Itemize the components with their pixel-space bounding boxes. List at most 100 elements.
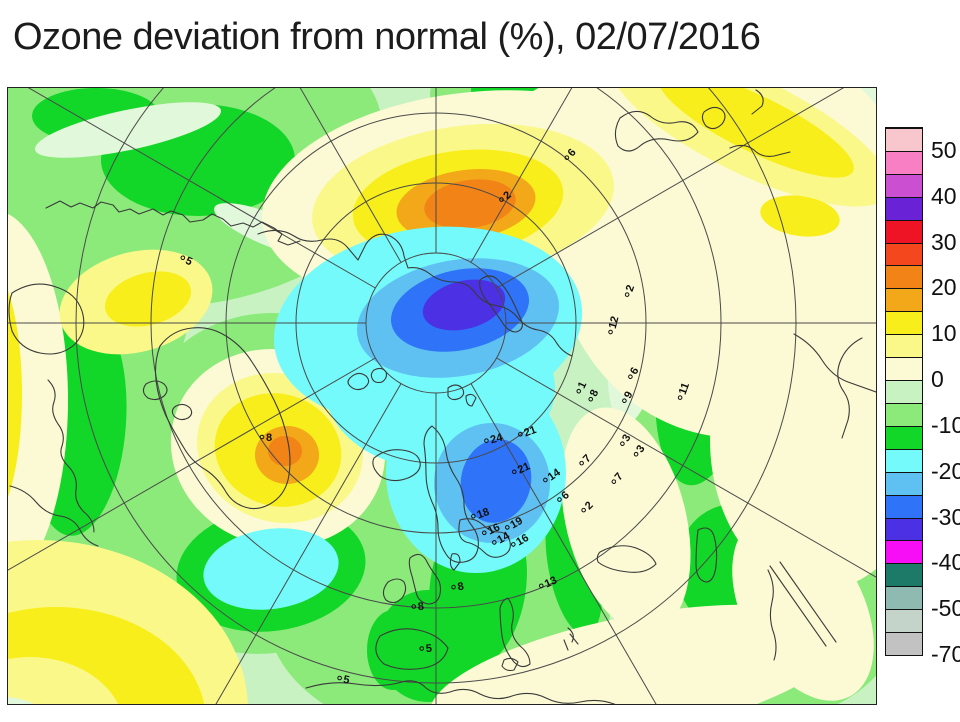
- station-dot-icon: [628, 374, 633, 379]
- station-value-label: 12: [607, 315, 622, 335]
- station-value-text: 9: [622, 389, 635, 400]
- station-dot-icon: [557, 497, 562, 502]
- station-dot-icon: [633, 451, 639, 457]
- station-value-label: 5: [337, 674, 350, 687]
- coastline: [447, 384, 465, 401]
- station-value-text: 16: [486, 521, 502, 537]
- contour-region-orange: [424, 179, 516, 229]
- coastline: [45, 200, 301, 246]
- station-value-label: 1: [576, 380, 589, 394]
- station-value-text: 5: [342, 674, 350, 687]
- coastline: [458, 518, 511, 558]
- station-dot-icon: [337, 675, 342, 681]
- station-value-text: 24: [489, 431, 505, 446]
- station-value-text: 1: [576, 380, 589, 391]
- station-value-text: 19: [508, 515, 525, 532]
- coastline: [423, 425, 479, 563]
- coastline: [596, 545, 657, 573]
- legend-color-box: [886, 425, 922, 449]
- station-value-text: 2: [624, 283, 637, 293]
- coastline: [837, 337, 863, 439]
- coastline: [305, 680, 616, 704]
- station-dot-icon: [543, 477, 548, 483]
- legend-color-box: [886, 242, 922, 266]
- coastline: [257, 229, 573, 357]
- station-value-text: 21: [516, 460, 532, 476]
- legend-color-box: [886, 494, 922, 518]
- station-dot-icon: [511, 469, 517, 475]
- station-value-label: 16: [511, 532, 531, 548]
- coastline: [793, 333, 876, 393]
- coastline: [614, 110, 699, 152]
- station-dot-icon: [677, 395, 683, 400]
- station-value-text: 8: [266, 432, 272, 444]
- station-dot-icon: [505, 525, 510, 530]
- meridian-line: [470, 88, 573, 263]
- contour-region-mint: [34, 102, 222, 158]
- station-dot-icon: [622, 398, 627, 403]
- station-dot-icon: [419, 646, 425, 651]
- meridian-line: [470, 383, 657, 704]
- station-value-label: 9: [622, 389, 636, 403]
- station-dot-icon: [576, 388, 582, 394]
- legend-tick-label: 40: [931, 182, 957, 209]
- station-value-label: 11: [677, 381, 692, 400]
- coastline: [47, 379, 95, 533]
- meridian-line: [8, 357, 376, 571]
- contour-region-green: [367, 610, 419, 690]
- station-value-text: 3: [620, 432, 633, 443]
- coastline: [501, 657, 519, 672]
- station-value-text: 21: [522, 424, 538, 439]
- station-value-label: 21: [511, 460, 532, 476]
- station-value-text: 5: [183, 255, 194, 268]
- station-value-text: 8: [588, 388, 601, 399]
- coastline: [142, 380, 168, 401]
- coastline: [9, 485, 99, 547]
- legend-tick-label: -70: [931, 641, 960, 667]
- map-frame: 24 21 21 18 16 19 14 16 14 6 7 7 2 3 13 8 5 12 2 8 1 6 9 11 3 8 6 2…: [7, 87, 877, 705]
- legend-tick-label: 50: [931, 136, 957, 163]
- legend-color-box: [886, 196, 922, 220]
- legend-tick-label: -10: [931, 411, 960, 438]
- station-dot-icon: [499, 197, 504, 202]
- station-value-text: 12: [607, 315, 622, 330]
- legend-tick-label: -40: [931, 549, 960, 576]
- legend-color-box: [886, 173, 922, 197]
- station-dot-icon: [620, 441, 625, 446]
- legend-tick-label: 10: [931, 320, 957, 347]
- station-value-label: 5: [419, 643, 432, 655]
- contour-region-cream: [8, 213, 68, 587]
- page-title: Ozone deviation from normal (%), 02/07/2…: [13, 16, 761, 58]
- station-value-text: 18: [475, 506, 491, 521]
- coastline: [449, 553, 461, 571]
- coastline: [372, 449, 421, 482]
- coastline: [171, 403, 193, 421]
- station-dot-icon: [608, 329, 613, 335]
- station-value-label: 6: [628, 365, 642, 379]
- legend-color-box: [886, 288, 922, 312]
- meridian-line: [496, 357, 876, 578]
- station-dot-icon: [538, 583, 544, 589]
- contour-region-cream: [732, 515, 874, 701]
- station-value-label: 8: [451, 580, 465, 593]
- legend-tick-label: -20: [931, 457, 960, 484]
- legend-color-box: [886, 586, 922, 610]
- legend-tick-label: -30: [931, 503, 960, 530]
- station-dot-icon: [471, 513, 476, 519]
- station-value-text: 8: [457, 580, 465, 593]
- legend-color-box: [886, 609, 922, 633]
- legend-color-box: [886, 563, 922, 587]
- station-dot-icon: [259, 434, 265, 440]
- station-dot-icon: [484, 438, 489, 443]
- station-dot-icon: [180, 255, 186, 261]
- contour-region-blue: [460, 439, 532, 523]
- station-value-text: 11: [677, 381, 692, 396]
- station-value-label: 21: [518, 424, 538, 439]
- coastline: [767, 569, 777, 661]
- legend-color-box: [886, 357, 922, 381]
- meridian-line: [496, 88, 845, 289]
- coastline: [370, 367, 388, 384]
- colorbar-column: [885, 127, 923, 656]
- legend-color-box: [886, 128, 922, 151]
